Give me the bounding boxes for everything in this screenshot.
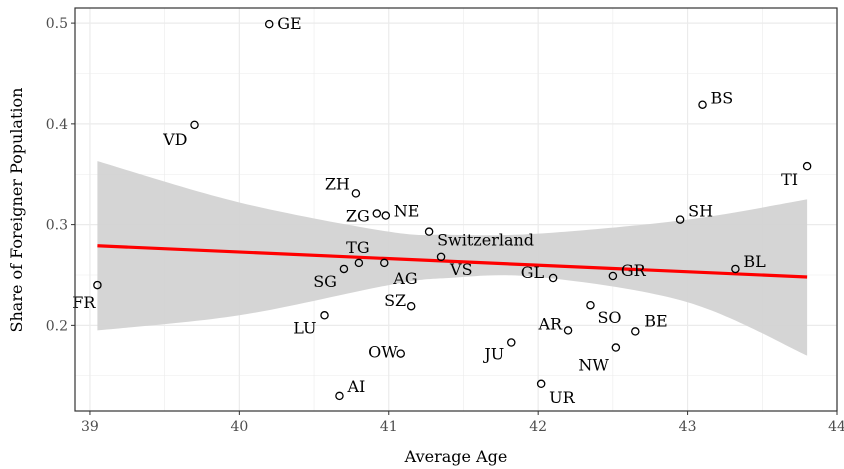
x-tick-label: 40 [230,419,248,435]
point-zg [372,209,382,218]
label-ne: NE [394,202,420,221]
label-vd: VD [162,130,187,149]
y-tick-label: 0.2 [46,318,68,334]
point-gl [548,273,558,283]
y-tick-label: 0.4 [46,117,68,133]
point-ag [380,258,389,268]
x-axis-title: Average Age [404,447,508,466]
point-bs [698,100,707,109]
label-ur: UR [549,388,575,407]
point-vs [436,252,446,262]
label-bs: BS [711,89,734,108]
point-tg [354,258,364,268]
point-lu [320,311,329,320]
regression-line [97,244,808,279]
point-sh [675,215,685,224]
point-sg [339,264,349,274]
label-so: SO [597,308,621,327]
plot-border [74,7,838,412]
point-labels: GE VD BS TI ZH ZG NE SH Switzerland TG SG AG VS GL GR B… [72,14,798,407]
point-bl [731,264,740,274]
point-ai [335,391,344,401]
confidence-band-area [97,161,808,356]
label-be: BE [644,311,667,330]
point-ge [264,19,274,29]
point-ow [396,349,405,358]
label-zh: ZH [325,174,350,193]
label-switzerland: Switzerland [437,231,534,250]
x-tick-label: 43 [679,419,697,435]
label-ti: TI [781,170,798,189]
label-gr: GR [621,261,647,280]
label-ag: AG [392,269,417,288]
point-ju [507,338,516,347]
label-lu: LU [293,318,316,337]
label-vs: VS [449,260,473,279]
x-tick-label: 39 [81,419,99,435]
label-tg: TG [346,238,369,257]
x-tick-label: 41 [380,419,398,435]
point-ur [536,379,546,389]
label-sz: SZ [384,291,406,310]
label-ow: OW [368,343,398,362]
point-fr [93,280,102,290]
label-bl: BL [743,252,766,271]
point-so [586,300,595,310]
point-nw [611,343,621,352]
y-axis-title: Share of Foreigner Population [7,88,26,333]
point-switzerland [424,227,434,236]
y-axis-ticks: 0.2 0.3 0.4 0.5 [46,16,75,334]
point-zh [351,189,361,198]
label-ai: AI [346,377,365,396]
point-vd [190,120,199,130]
label-ju: JU [482,344,504,363]
label-sh: SH [688,202,713,221]
point-gr [608,271,618,281]
data-points [93,19,812,401]
confidence-band [97,161,808,356]
y-tick-label: 0.3 [46,218,68,234]
label-zg: ZG [346,207,370,226]
point-ti [802,161,812,171]
point-be [631,327,640,336]
trend-line [97,244,808,279]
label-sg: SG [313,272,337,291]
label-gl: GL [521,263,545,282]
x-axis-ticks: 39 40 41 42 43 44 [81,411,844,435]
point-sz [406,301,416,311]
label-ge: GE [277,14,301,33]
x-tick-label: 42 [529,419,547,435]
label-nw: NW [578,356,609,375]
point-ar [563,326,573,335]
label-ar: AR [537,314,563,333]
point-ne [381,211,391,220]
label-fr: FR [72,293,96,312]
y-tick-label: 0.5 [46,16,68,32]
x-tick-label: 44 [828,419,844,435]
